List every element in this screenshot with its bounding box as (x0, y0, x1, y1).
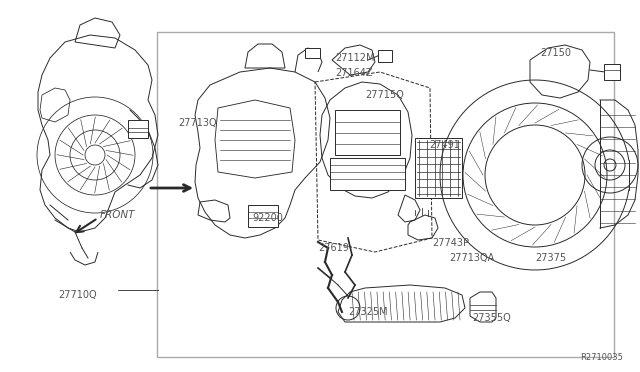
Text: R2710035: R2710035 (580, 353, 623, 362)
Text: 27713Q: 27713Q (178, 118, 216, 128)
Text: FRONT: FRONT (100, 210, 136, 220)
Text: 27743P: 27743P (432, 238, 469, 248)
Text: 27164Z: 27164Z (335, 68, 372, 78)
Text: 27713QA: 27713QA (449, 253, 494, 263)
Bar (378, 50, 392, 62)
Text: 92200: 92200 (252, 213, 283, 223)
Text: 27619: 27619 (318, 243, 349, 253)
Bar (157, 32, 614, 357)
Text: 27150: 27150 (540, 48, 571, 58)
Bar (604, 64, 620, 80)
Bar (248, 205, 278, 227)
Text: 27710Q: 27710Q (58, 290, 97, 300)
Text: 27112M: 27112M (335, 53, 374, 63)
Bar (335, 110, 400, 155)
Bar (128, 120, 148, 138)
Text: 27355Q: 27355Q (472, 313, 511, 323)
Text: 27375: 27375 (535, 253, 566, 263)
Bar (305, 48, 320, 58)
Bar (415, 138, 462, 198)
Text: 27715Q: 27715Q (365, 90, 404, 100)
Bar (330, 158, 405, 190)
Text: 27491: 27491 (429, 140, 460, 150)
Text: 27325M: 27325M (348, 307, 388, 317)
